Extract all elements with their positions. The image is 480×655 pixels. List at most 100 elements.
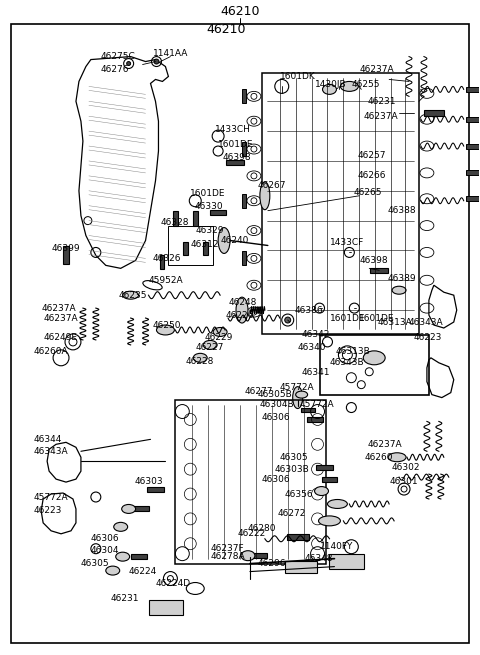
Circle shape [285,317,291,323]
Text: 46302: 46302 [391,462,420,472]
Bar [242,194,246,208]
Text: 46231: 46231 [367,97,396,106]
Text: 46237A: 46237A [41,304,76,312]
Bar [168,225,213,265]
Text: 1601DE: 1601DE [190,189,226,198]
Text: 46313A: 46313A [377,318,412,327]
Text: 46237A: 46237A [367,440,402,449]
Text: 46267: 46267 [258,181,287,191]
Text: 46275C: 46275C [101,52,135,61]
Ellipse shape [218,227,230,253]
Text: 46248: 46248 [228,297,256,307]
Text: 46229: 46229 [204,333,233,343]
Text: 46231: 46231 [111,594,139,603]
Text: 46399: 46399 [51,244,80,253]
Text: 46223: 46223 [414,333,443,343]
Bar [466,143,480,149]
Text: 1601DE: 1601DE [360,314,395,322]
Text: 46304: 46304 [91,546,120,555]
Text: 46260: 46260 [364,453,393,462]
Ellipse shape [241,551,255,561]
Bar [249,553,267,558]
Text: 46227: 46227 [195,343,224,352]
Text: 46224D: 46224D [156,579,191,588]
Bar [193,211,198,226]
Ellipse shape [323,84,336,94]
Bar [466,117,480,122]
Text: 46328: 46328 [160,218,189,227]
Bar [329,553,364,569]
Text: 46305: 46305 [81,559,109,568]
Ellipse shape [388,453,406,462]
Bar [148,601,183,615]
Text: 45772A: 45772A [33,493,68,502]
Bar [322,477,337,481]
Ellipse shape [293,386,302,409]
Ellipse shape [319,516,340,526]
Ellipse shape [156,325,174,335]
Bar [287,534,309,540]
Bar [175,400,326,563]
Text: 46343A: 46343A [409,318,444,327]
Bar [183,242,188,255]
Ellipse shape [213,328,227,337]
Text: 46398: 46398 [222,153,251,162]
Bar [146,487,165,491]
Text: 46304B: 46304B [260,400,295,409]
Ellipse shape [122,504,136,514]
Text: 1433CF: 1433CF [329,238,364,247]
Text: 46344: 46344 [33,435,61,444]
Ellipse shape [314,487,328,496]
Ellipse shape [340,81,358,92]
Text: 46305: 46305 [280,453,308,462]
Ellipse shape [106,566,120,575]
Text: 46313B: 46313B [336,347,370,356]
Text: 46250: 46250 [153,320,181,329]
Text: 1601DK: 1601DK [280,72,315,81]
Text: 46249E: 46249E [43,333,77,343]
Bar [132,506,148,512]
Text: 46237A: 46237A [360,65,394,74]
Ellipse shape [116,552,130,561]
Text: 46329: 46329 [195,226,224,235]
Text: 1601DE: 1601DE [218,140,253,149]
Circle shape [127,62,131,66]
Bar [203,242,208,255]
Bar [466,87,480,92]
Text: 45772A: 45772A [300,400,334,409]
Bar [242,252,246,265]
Text: 46305B: 46305B [258,390,293,399]
Text: 46257: 46257 [357,151,386,160]
Bar [63,246,69,265]
Text: 46265: 46265 [353,188,382,197]
Ellipse shape [203,341,217,349]
Ellipse shape [327,500,348,508]
Text: 45772A: 45772A [280,383,314,392]
Text: 46356: 46356 [285,489,313,498]
Text: 46235: 46235 [119,291,147,300]
Text: 1433CH: 1433CH [215,124,251,134]
Bar [262,73,419,334]
Ellipse shape [392,286,406,294]
Text: 1601DE: 1601DE [329,314,365,322]
Ellipse shape [114,523,128,531]
Text: 46222: 46222 [238,529,266,538]
Text: 46277: 46277 [245,387,274,396]
Ellipse shape [236,297,248,323]
Ellipse shape [260,182,270,210]
Text: 46255: 46255 [351,80,380,89]
Text: 46343A: 46343A [33,447,68,456]
Text: 46266: 46266 [357,172,386,180]
Text: 46341: 46341 [301,368,330,377]
Ellipse shape [193,353,207,362]
Bar [242,89,246,103]
Text: 46237F: 46237F [210,544,244,553]
Bar [226,160,244,166]
Ellipse shape [363,351,385,365]
Bar [370,268,388,273]
Bar [424,110,444,116]
Ellipse shape [123,291,139,299]
Bar [160,255,165,269]
Text: 46224: 46224 [129,567,157,576]
Text: 46303: 46303 [134,477,163,485]
